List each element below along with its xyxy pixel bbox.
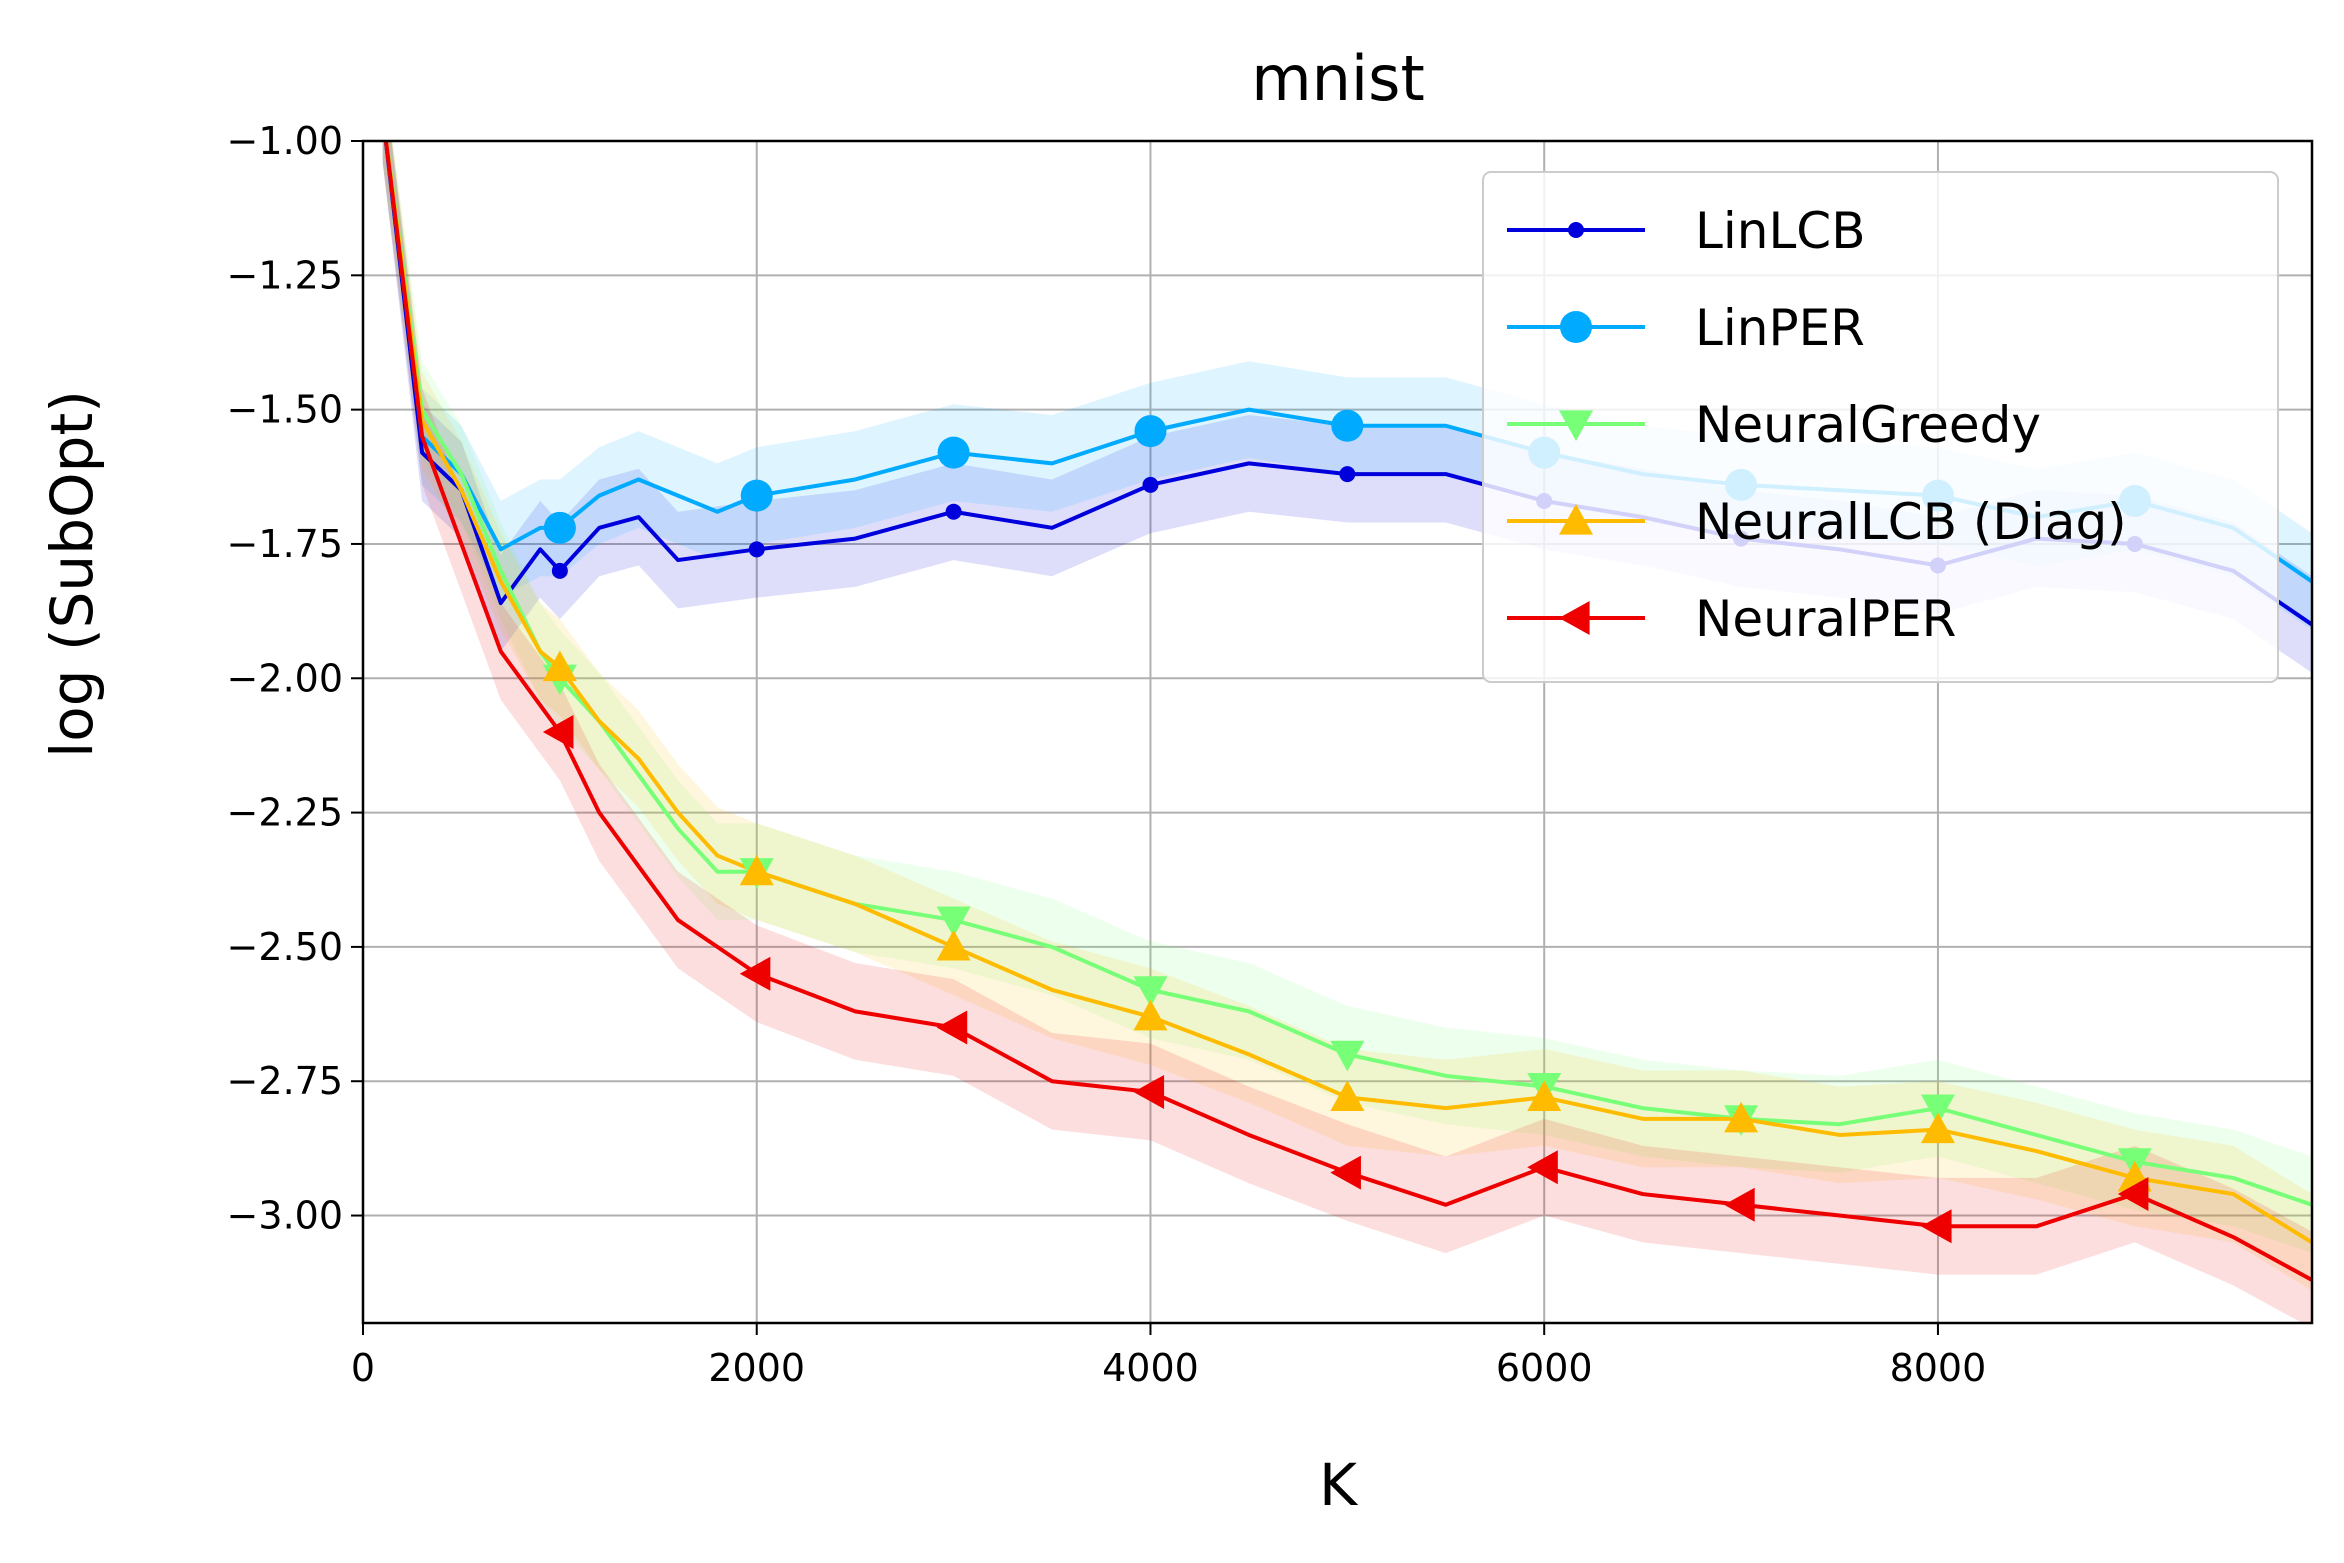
neuralper-marker bbox=[542, 715, 574, 749]
x-tick-label: 6000 bbox=[1496, 1346, 1593, 1390]
legend: LinLCB LinPER NeuralGreedy NeuralLCB (Diag)… bbox=[1482, 171, 2279, 683]
y-axis-label: log (SubOpt) bbox=[38, 390, 106, 758]
chart-title: mnist bbox=[1251, 42, 1425, 115]
linlcb-marker bbox=[945, 503, 962, 520]
neurallcb-diag-marker bbox=[1920, 1112, 1955, 1144]
legend-label-linlcb: LinLCB bbox=[1695, 202, 1866, 260]
neurallcb-diag-marker bbox=[1724, 1101, 1759, 1133]
linper-marker bbox=[937, 436, 970, 469]
neurallcb-diag-marker bbox=[1330, 1080, 1365, 1111]
linlcb-marker bbox=[551, 562, 568, 579]
x-tick-label: 2000 bbox=[708, 1346, 805, 1390]
neuralper-marker bbox=[2117, 1177, 2149, 1212]
y-tick-label: −2.00 bbox=[227, 656, 343, 700]
y-tick-label: −1.25 bbox=[227, 253, 343, 297]
neuralper-marker bbox=[739, 956, 771, 991]
neuralgreedy-marker bbox=[1920, 1094, 1955, 1126]
linper-marker bbox=[1134, 415, 1167, 448]
legend-label-linper: LinPER bbox=[1695, 299, 1865, 357]
neuralgreedy-marker bbox=[936, 906, 971, 938]
neuralper-marker bbox=[1133, 1074, 1165, 1109]
neuralper-marker bbox=[1920, 1209, 1952, 1244]
x-tick-label: 0 bbox=[351, 1346, 375, 1390]
x-tick-label: 4000 bbox=[1102, 1346, 1199, 1390]
neuralper-line bbox=[383, 141, 2312, 1282]
neuralper-band bbox=[382, 141, 2312, 1323]
neurallcb-diag-line bbox=[384, 141, 2312, 1245]
y-tick-label: −2.75 bbox=[227, 1059, 343, 1103]
neuralper-marker bbox=[1527, 1150, 1558, 1185]
neuralgreedy-band bbox=[382, 141, 2312, 1254]
neuralgreedy-marker bbox=[1133, 976, 1168, 1007]
plot-frame bbox=[361, 139, 2314, 1325]
y-tick-label: −1.50 bbox=[227, 388, 343, 432]
y-axis: −1.00 −1.25 −1.50 −1.75 −2.00 −2.25 −2.50 −2.75… bbox=[227, 119, 363, 1238]
y-tick-label: −2.50 bbox=[227, 925, 343, 969]
neuralper-marker bbox=[1330, 1155, 1361, 1190]
neuralgreedy-marker bbox=[1330, 1040, 1365, 1072]
y-tick-label: −1.00 bbox=[227, 119, 343, 163]
legend-label-neurallcb-diag: NeuralLCB (Diag) bbox=[1695, 493, 2127, 551]
neuralgreedy-line bbox=[384, 141, 2312, 1207]
x-axis-label: K bbox=[1319, 1451, 1359, 1519]
neuralper-marker bbox=[1724, 1187, 1755, 1222]
x-tick-label: 8000 bbox=[1890, 1346, 1987, 1390]
legend-marker-neuralgreedy bbox=[1559, 410, 1593, 441]
legend-marker-neurallcb-diag bbox=[1559, 504, 1593, 535]
x-axis: 0 2000 4000 6000 8000 bbox=[351, 1323, 1986, 1390]
linper-marker bbox=[543, 511, 576, 544]
neurallcb-diag-marker bbox=[542, 650, 577, 682]
y-tick-label: −1.75 bbox=[227, 522, 343, 566]
legend-label-neuralper: NeuralPER bbox=[1695, 590, 1956, 648]
legend-marker-linper bbox=[1560, 311, 1592, 343]
legend-box bbox=[1482, 171, 2279, 683]
linper-marker bbox=[1331, 409, 1364, 442]
linlcb-marker bbox=[748, 541, 765, 558]
linper-marker bbox=[740, 479, 773, 512]
neurallcb-diag-marker bbox=[1133, 999, 1168, 1031]
y-tick-label: −3.00 bbox=[227, 1194, 343, 1238]
y-tick-label: −2.25 bbox=[227, 791, 343, 835]
neuralper-marker bbox=[936, 1010, 968, 1045]
legend-marker-linlcb bbox=[1568, 222, 1584, 238]
neurallcb-diag-marker bbox=[739, 854, 774, 886]
linlcb-marker bbox=[1339, 466, 1356, 483]
neurallcb-diag-marker bbox=[1527, 1080, 1562, 1111]
neurallcb-diag-marker bbox=[936, 929, 971, 961]
legend-label-neuralgreedy: NeuralGreedy bbox=[1695, 396, 2041, 454]
linlcb-marker bbox=[1142, 476, 1159, 493]
legend-marker-neuralper bbox=[1559, 601, 1590, 635]
